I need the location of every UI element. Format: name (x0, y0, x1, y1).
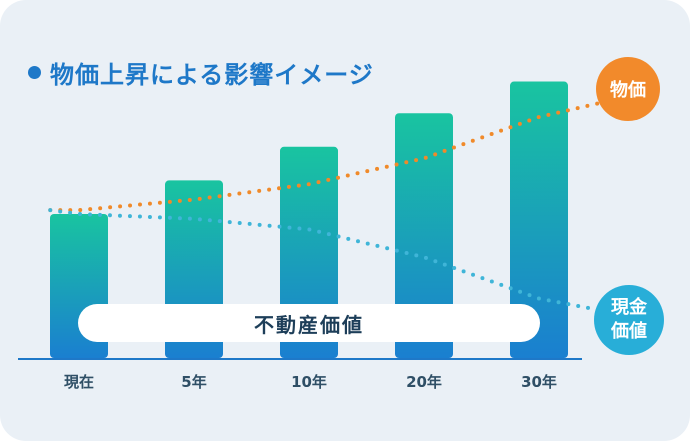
cash-badge-line1: 現金 (611, 297, 647, 318)
price-badge-label: 物価 (610, 80, 646, 101)
bar-4 (510, 81, 568, 359)
real-estate-value-band: 不動産価値 (78, 304, 540, 342)
chart-heading: 物価上昇による影響イメージ (28, 58, 374, 89)
chart-heading-text: 物価上昇による影響イメージ (50, 60, 374, 89)
cash-value-badge: 現金 価値 (594, 285, 664, 355)
x-tick-label-1: 5年 (181, 373, 206, 391)
x-tick-label-2: 10年 (291, 373, 327, 391)
bullet-dot-icon (28, 65, 41, 79)
x-tick-label-4: 30年 (521, 373, 557, 391)
x-tick-label-0: 現在 (64, 373, 94, 391)
x-tick-label-3: 20年 (406, 373, 442, 391)
cash-badge-line2: 価値 (611, 321, 647, 342)
band-label: 不動産価値 (254, 312, 364, 337)
cash-value-trend-line (48, 208, 616, 315)
price-trend-line (48, 97, 616, 213)
price-badge: 物価 (596, 57, 660, 121)
bar-3 (395, 113, 453, 358)
